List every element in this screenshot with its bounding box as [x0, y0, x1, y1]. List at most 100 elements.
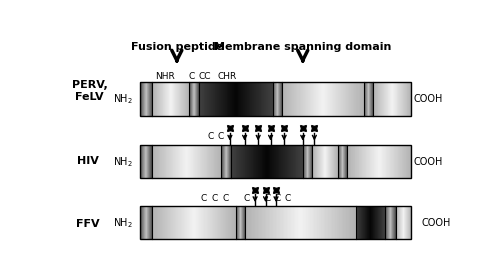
Bar	[405, 82, 406, 116]
Bar	[396, 145, 397, 178]
Bar	[252, 145, 253, 178]
Bar	[378, 145, 380, 178]
Bar	[386, 82, 387, 116]
Bar	[291, 145, 292, 178]
Bar	[228, 82, 230, 116]
Bar	[302, 145, 303, 178]
Bar	[353, 206, 354, 239]
Bar	[214, 206, 215, 239]
Bar	[246, 206, 247, 239]
Bar	[230, 206, 232, 239]
Bar	[298, 206, 300, 239]
Bar	[365, 206, 366, 239]
Bar	[283, 145, 284, 178]
Bar	[172, 82, 173, 116]
Bar	[195, 145, 196, 178]
Bar	[327, 145, 328, 178]
Bar	[345, 206, 346, 239]
Bar	[358, 82, 360, 116]
Bar	[234, 82, 235, 116]
Bar	[397, 145, 398, 178]
Bar	[247, 82, 248, 116]
Bar	[286, 145, 288, 178]
Bar	[353, 145, 354, 178]
Bar	[337, 82, 338, 116]
Bar	[326, 145, 327, 178]
Bar	[191, 206, 192, 239]
Bar	[186, 82, 187, 116]
Bar	[392, 145, 393, 178]
Bar	[280, 206, 281, 239]
Bar	[330, 82, 331, 116]
Bar	[252, 82, 254, 116]
Bar	[358, 206, 360, 239]
Bar	[242, 82, 244, 116]
Bar	[216, 206, 217, 239]
Bar	[409, 145, 410, 178]
Bar	[308, 206, 309, 239]
Bar	[210, 145, 211, 178]
Bar	[410, 145, 412, 178]
Bar	[335, 82, 336, 116]
Bar	[233, 82, 234, 116]
Bar	[268, 82, 269, 116]
Bar	[306, 82, 307, 116]
Bar	[284, 145, 285, 178]
Bar	[333, 82, 334, 116]
Bar	[329, 82, 330, 116]
Bar	[186, 206, 187, 239]
Bar	[373, 206, 374, 239]
Bar	[254, 145, 256, 178]
Bar	[234, 206, 235, 239]
Bar	[198, 206, 200, 239]
Bar	[185, 145, 186, 178]
Bar	[272, 206, 273, 239]
Bar	[152, 145, 154, 178]
Text: C: C	[275, 194, 281, 203]
Bar	[195, 206, 196, 239]
Bar	[264, 206, 266, 239]
Bar	[366, 206, 367, 239]
Bar	[319, 145, 320, 178]
Bar	[173, 82, 174, 116]
Bar	[265, 82, 266, 116]
Bar	[187, 82, 188, 116]
Bar	[368, 206, 369, 239]
Bar	[216, 82, 218, 116]
Bar	[256, 145, 257, 178]
Bar	[317, 145, 318, 178]
Text: HIV: HIV	[77, 156, 98, 166]
Bar	[334, 145, 335, 178]
Bar	[219, 206, 220, 239]
Bar	[318, 145, 319, 178]
Bar	[154, 82, 155, 116]
Bar	[269, 82, 270, 116]
Bar	[354, 82, 356, 116]
Bar	[302, 82, 304, 116]
Bar	[328, 206, 330, 239]
Bar	[248, 82, 249, 116]
Bar	[313, 206, 314, 239]
Bar	[298, 145, 300, 178]
Bar	[352, 145, 353, 178]
Bar	[269, 206, 270, 239]
Bar	[286, 82, 288, 116]
Bar	[323, 145, 324, 178]
Bar	[155, 145, 156, 178]
Bar	[152, 206, 154, 239]
Bar	[205, 145, 206, 178]
Bar	[259, 206, 261, 239]
Bar	[159, 82, 160, 116]
Bar	[221, 82, 222, 116]
Bar	[180, 145, 182, 178]
Bar	[364, 206, 365, 239]
Bar	[324, 82, 325, 116]
Bar	[383, 82, 384, 116]
Bar	[273, 206, 274, 239]
Bar	[206, 206, 208, 239]
Bar	[251, 145, 252, 178]
Bar	[251, 206, 252, 239]
Bar	[387, 82, 388, 116]
Bar	[286, 145, 287, 178]
Bar	[184, 145, 185, 178]
